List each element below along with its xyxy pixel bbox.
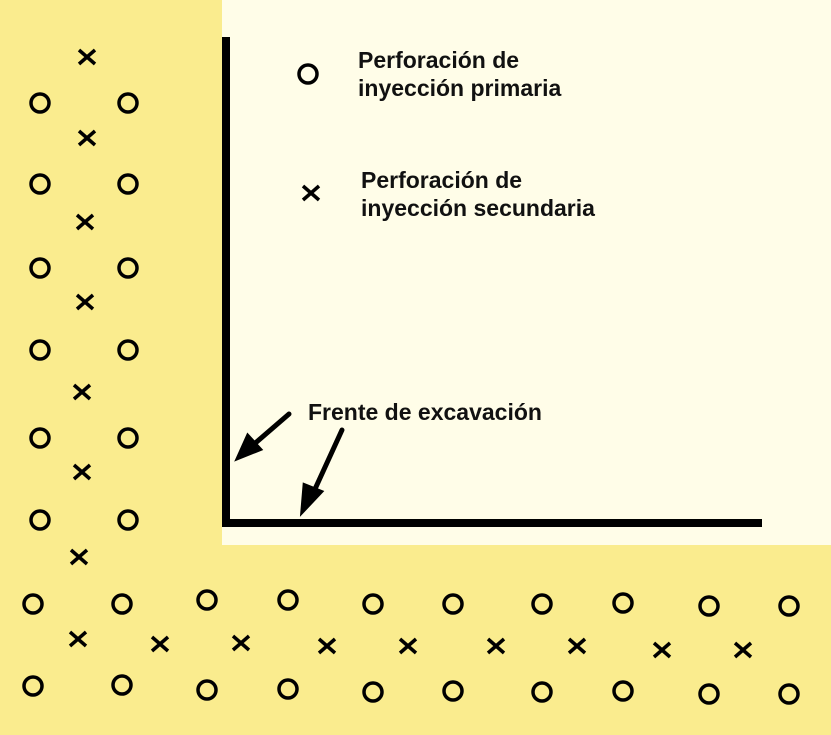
secondary-injection-hole — [69, 548, 89, 566]
primary-injection-hole — [778, 683, 800, 705]
primary-injection-hole — [277, 589, 299, 611]
legend-secondary-line2: inyección secundaria — [361, 195, 595, 221]
primary-injection-hole — [22, 593, 44, 615]
primary-injection-hole — [29, 339, 51, 361]
legend-primary-line1: Perforación de — [358, 47, 520, 73]
secondary-injection-hole — [652, 641, 672, 659]
primary-injection-hole — [22, 675, 44, 697]
legend-circle-icon — [297, 63, 319, 85]
primary-injection-hole — [117, 427, 139, 449]
arrows — [234, 411, 345, 517]
secondary-injection-hole — [77, 129, 97, 147]
primary-injection-hole — [29, 427, 51, 449]
excavation-face-lines — [222, 37, 762, 527]
primary-injection-hole — [778, 595, 800, 617]
legend-primary-label: Perforación de inyección primaria — [358, 46, 561, 102]
secondary-injection-hole — [486, 637, 506, 655]
secondary-injection-hole — [75, 213, 95, 231]
arrow-down-head — [299, 482, 325, 517]
arrow-left-head — [234, 432, 264, 462]
primary-injection-hole — [117, 173, 139, 195]
secondary-injection-hole — [398, 637, 418, 655]
secondary-injection-hole — [231, 634, 251, 652]
secondary-injection-hole — [75, 293, 95, 311]
primary-injection-hole — [531, 593, 553, 615]
primary-injection-hole — [196, 589, 218, 611]
secondary-injection-hole — [567, 637, 587, 655]
primary-injection-hole — [277, 678, 299, 700]
secondary-injection-hole — [733, 641, 753, 659]
secondary-injection-hole — [77, 48, 97, 66]
primary-injection-hole — [442, 680, 464, 702]
primary-injection-hole — [612, 592, 634, 614]
legend-cross-icon — [301, 184, 321, 202]
secondary-injection-hole — [150, 635, 170, 653]
secondary-injection-hole — [72, 463, 92, 481]
primary-injection-hole — [117, 339, 139, 361]
excavated-area — [222, 0, 831, 545]
primary-injection-hole — [196, 679, 218, 701]
primary-injection-hole — [698, 595, 720, 617]
primary-injection-hole — [531, 681, 553, 703]
legend-secondary-label: Perforación de inyección secundaria — [361, 166, 595, 222]
primary-injection-hole — [29, 257, 51, 279]
secondary-injection-hole — [317, 637, 337, 655]
vertical-face-line — [222, 37, 230, 527]
primary-injection-hole — [29, 509, 51, 531]
secondary-injection-hole — [68, 630, 88, 648]
primary-injection-hole — [111, 593, 133, 615]
primary-injection-hole — [29, 173, 51, 195]
primary-injection-hole — [117, 257, 139, 279]
excavation-face-label: Frente de excavación — [308, 399, 542, 425]
primary-injection-hole — [612, 680, 634, 702]
primary-injection-hole — [117, 92, 139, 114]
primary-injection-hole — [362, 681, 384, 703]
horizontal-face-line — [222, 519, 762, 527]
secondary-injection-hole — [72, 383, 92, 401]
primary-injection-hole — [362, 593, 384, 615]
primary-injection-hole — [698, 683, 720, 705]
legend-primary-line2: inyección primaria — [358, 75, 562, 101]
legend-secondary-line1: Perforación de — [361, 167, 523, 193]
primary-injection-hole — [117, 509, 139, 531]
primary-injection-hole — [442, 593, 464, 615]
primary-injection-hole — [111, 674, 133, 696]
primary-injection-hole — [29, 92, 51, 114]
